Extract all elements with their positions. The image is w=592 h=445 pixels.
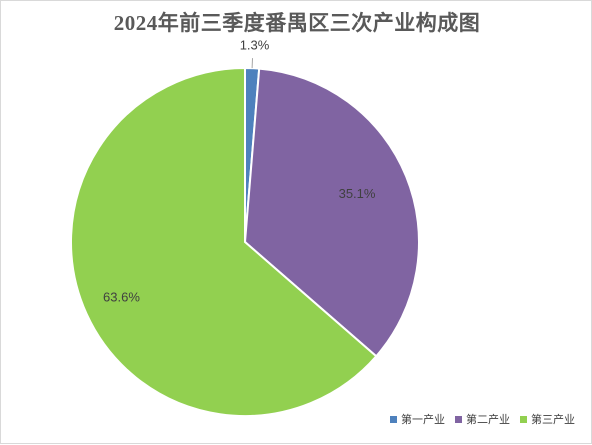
legend-item-primary: 第一产业 — [390, 411, 445, 427]
legend-label-secondary: 第二产业 — [466, 411, 510, 427]
legend-item-tertiary: 第三产业 — [520, 411, 575, 427]
data-label-primary: 1.3% — [240, 38, 270, 53]
legend-item-secondary: 第二产业 — [455, 411, 510, 427]
legend-swatch-primary — [390, 416, 397, 423]
data-label-tertiary: 63.6% — [103, 290, 140, 305]
legend: 第一产业 第二产业 第三产业 — [390, 411, 575, 427]
legend-swatch-tertiary — [520, 416, 527, 423]
data-label-secondary: 35.1% — [339, 186, 376, 201]
legend-label-tertiary: 第三产业 — [531, 411, 575, 427]
legend-swatch-secondary — [455, 416, 462, 423]
legend-label-primary: 第一产业 — [401, 411, 445, 427]
